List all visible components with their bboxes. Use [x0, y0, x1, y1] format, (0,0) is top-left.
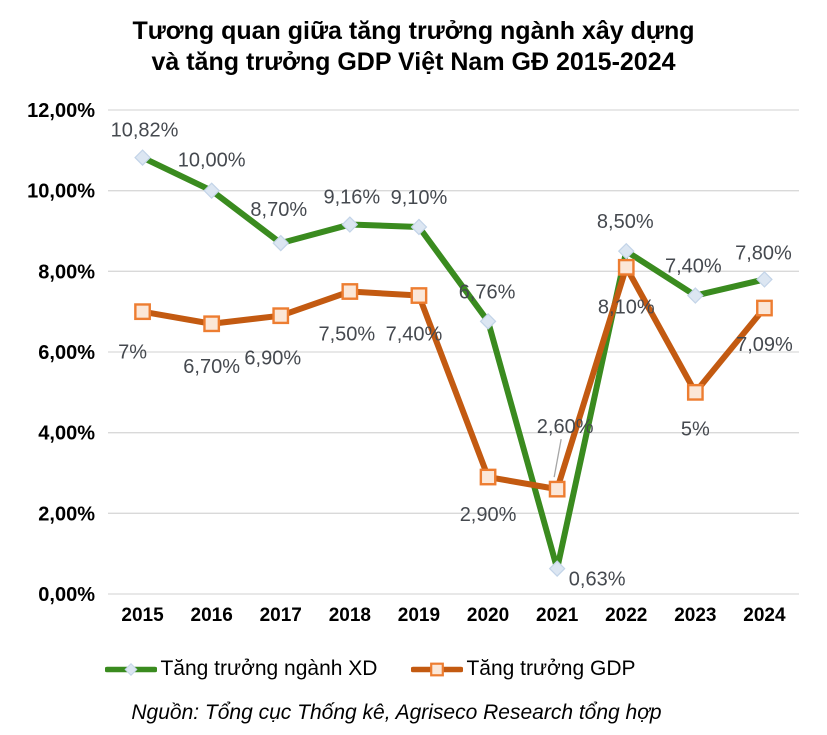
- data-label: 7,50%: [318, 324, 375, 346]
- data-label: 6,76%: [459, 281, 516, 303]
- data-label: 10,00%: [178, 150, 246, 172]
- x-axis-tick-label: 2019: [398, 605, 440, 626]
- y-axis-tick-label: 0,00%: [38, 584, 95, 606]
- source-note: Nguồn: Tổng cục Thống kê, Agriseco Resea…: [131, 701, 662, 724]
- square-marker: [479, 468, 497, 486]
- y-axis-tick-label: 2,00%: [38, 503, 95, 525]
- x-axis-tick-label: 2017: [260, 605, 302, 626]
- chart-title-line1: Tương quan giữa tăng trưởng ngành xây dự…: [132, 17, 695, 45]
- series-line-xd: [139, 154, 768, 572]
- x-axis-tick-label: 2020: [467, 605, 509, 626]
- data-label: 7,40%: [386, 324, 443, 346]
- legend-label-xd: Tăng trưởng ngành XD: [160, 657, 378, 680]
- diamond-marker: [479, 312, 497, 330]
- diamond-marker: [548, 560, 566, 577]
- square-marker: [341, 283, 359, 300]
- diamond-marker: [756, 271, 773, 288]
- data-label: 7%: [118, 342, 147, 364]
- diamond-marker: [203, 182, 220, 200]
- y-axis-tick-label: 10,00%: [27, 181, 95, 203]
- x-axis-tick-label: 2018: [329, 605, 371, 626]
- diamond-marker: [341, 216, 359, 233]
- data-label-leader-line: [553, 439, 562, 478]
- square-marker: [203, 315, 221, 333]
- data-label: 5%: [681, 418, 710, 440]
- square-marker: [410, 287, 428, 304]
- data-label: 9,10%: [391, 187, 448, 209]
- legend-marker-gdp-icon: [411, 662, 464, 676]
- legend-label-gdp: Tăng trưởng GDP: [466, 657, 636, 680]
- x-axis-tick-label: 2016: [191, 605, 233, 626]
- x-axis-tick-label: 2024: [743, 605, 786, 626]
- diamond-marker: [134, 149, 151, 166]
- square-marker: [548, 480, 566, 498]
- data-label: 7,80%: [735, 242, 792, 264]
- series-line-gdp: [139, 264, 768, 493]
- data-label: 6,70%: [183, 356, 240, 378]
- square-marker: [756, 299, 773, 317]
- data-label: 2,60%: [537, 416, 594, 438]
- data-label: 2,90%: [460, 504, 517, 526]
- data-label: 8,50%: [597, 211, 654, 233]
- square-marker: [617, 258, 635, 276]
- data-label: 7,40%: [665, 256, 722, 278]
- y-axis-tick-label: 8,00%: [38, 261, 95, 283]
- diamond-marker: [272, 234, 290, 252]
- diamond-marker: [687, 287, 704, 304]
- data-label: 9,16%: [323, 187, 380, 209]
- square-marker: [686, 383, 704, 401]
- data-label: 0,63%: [569, 569, 626, 591]
- diamond-marker: [410, 218, 428, 236]
- y-axis-tick-label: 12,00%: [27, 100, 95, 122]
- x-axis-tick-label: 2022: [605, 605, 647, 626]
- data-label: 8,70%: [250, 199, 307, 221]
- legend-entry-gdp: Tăng trưởng GDP: [411, 657, 636, 681]
- chart-title-line2: và tăng trưởng GDP Việt Nam GĐ 2015-2024: [151, 48, 676, 76]
- data-label: 6,90%: [244, 348, 301, 370]
- legend-marker-xd-icon: [105, 662, 158, 676]
- x-axis-tick-label: 2021: [536, 605, 579, 626]
- square-marker: [272, 307, 290, 325]
- data-label: 7,09%: [736, 334, 793, 356]
- x-axis-tick-label: 2015: [121, 605, 164, 626]
- x-axis-tick-label: 2023: [674, 605, 716, 626]
- square-marker: [134, 303, 151, 321]
- chart-legend: Tăng trưởng ngành XD Tăng trưởng GDP: [0, 657, 784, 681]
- y-axis-tick-label: 6,00%: [38, 342, 95, 364]
- legend-entry-xd: Tăng trưởng ngành XD: [105, 657, 377, 681]
- data-label: 8,10%: [598, 296, 655, 318]
- legend-point: [430, 662, 445, 676]
- diamond-marker: [617, 242, 635, 260]
- chart-title: Tương quan giữa tăng trưởng ngành xây dự…: [0, 16, 827, 78]
- legend-point: [124, 662, 138, 676]
- y-axis-tick-label: 4,00%: [38, 423, 95, 445]
- data-label: 10,82%: [111, 120, 179, 142]
